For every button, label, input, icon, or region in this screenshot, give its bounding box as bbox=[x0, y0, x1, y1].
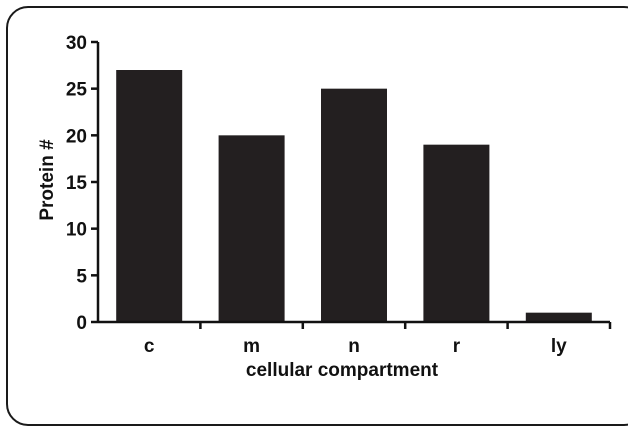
bar-ly bbox=[525, 312, 592, 322]
bar-r bbox=[423, 144, 490, 322]
x-tick-label-r: r bbox=[453, 336, 461, 357]
y-tick-label: 15 bbox=[66, 173, 88, 194]
y-tick-label: 25 bbox=[66, 80, 88, 101]
x-tick-label-ly: ly bbox=[551, 336, 567, 357]
y-tick-label: 5 bbox=[76, 266, 87, 287]
y-ticks: 0 5 10 15 20 25 30 bbox=[66, 33, 98, 334]
bar-chart: 0 5 10 15 20 25 30 c m n r ly Protein # cellular c… bbox=[37, 33, 612, 380]
y-tick-label: 10 bbox=[66, 220, 87, 241]
bar-n bbox=[321, 88, 387, 323]
bars-group bbox=[116, 70, 592, 323]
x-tick-label-m: m bbox=[243, 336, 260, 357]
x-tick-label-n: n bbox=[348, 336, 360, 357]
x-axis-title: cellular compartment bbox=[246, 360, 439, 380]
y-axis-title: Protein # bbox=[37, 139, 58, 221]
bar-c bbox=[116, 70, 183, 322]
y-tick-label: 20 bbox=[66, 126, 87, 147]
y-tick-label: 0 bbox=[76, 313, 87, 334]
x-tick-label-c: c bbox=[144, 336, 155, 357]
y-tick-label: 30 bbox=[66, 33, 87, 54]
x-ticks: c m n r ly bbox=[144, 322, 612, 357]
bar-m bbox=[218, 135, 285, 322]
